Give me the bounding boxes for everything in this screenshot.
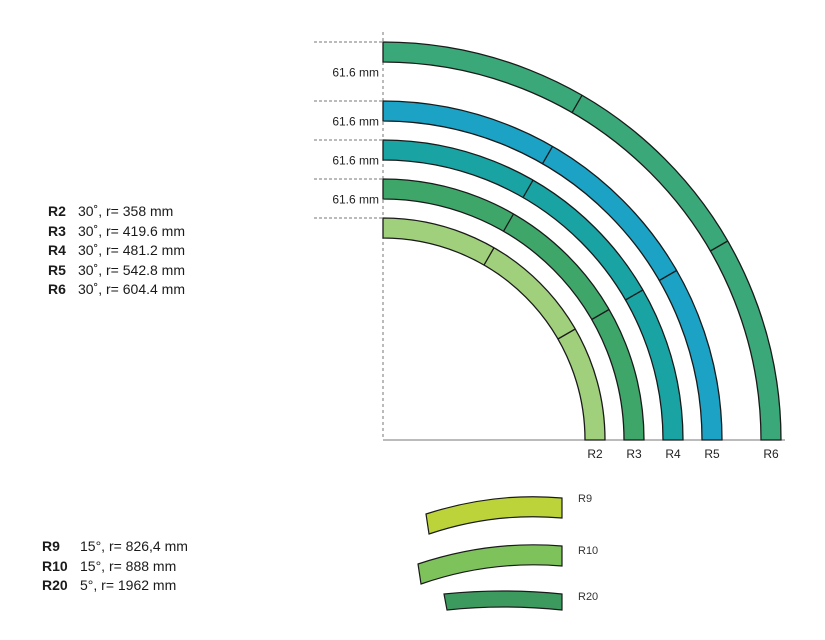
legend-radius: r= 358 mm <box>106 203 174 219</box>
legend-row-r9: R9 15°, r= 826,4 mm <box>42 537 188 557</box>
segment-joint <box>522 179 534 198</box>
track-arcs <box>382 41 782 441</box>
legend-code: R2 <box>48 203 66 219</box>
segment-joint <box>710 240 729 252</box>
legend-angle: 30˚, <box>78 222 103 239</box>
track-label-r2: R2 <box>587 447 603 461</box>
track-label-r3: R3 <box>626 447 642 461</box>
track-label-r5: R5 <box>704 447 720 461</box>
curve-piece-r10 <box>417 544 563 585</box>
legend-code: R3 <box>48 222 66 239</box>
legend-angle: 30˚, <box>78 281 103 297</box>
segment-joint <box>557 328 576 340</box>
legend-radius: r= 826,4 mm <box>108 538 188 554</box>
track-arc-r2 <box>382 217 606 441</box>
segment-joint <box>571 94 583 113</box>
legend-radius: r= 542.8 mm <box>106 261 185 278</box>
track-arc-r6 <box>382 41 782 441</box>
track-arc-r3 <box>382 178 645 441</box>
spacing-label: 61.6 mm <box>332 115 379 129</box>
legend-code: R10 <box>42 557 68 574</box>
segment-joint <box>541 146 554 165</box>
segment-joint <box>502 213 515 232</box>
legend-row-r4: R4 30˚, r= 481.2 mm <box>48 241 185 261</box>
legend-row-r3: R3 30˚, r= 419.6 mm <box>48 222 185 242</box>
segment-joint <box>591 308 610 321</box>
legend-code: R4 <box>48 242 66 258</box>
legend-radius: r= 419.6 mm <box>106 222 185 239</box>
spacing-annotations: 61.6 mm 61.6 mm 61.6 mm 61.6 mm <box>314 41 383 219</box>
legend-code: R9 <box>42 538 60 554</box>
segment-joint <box>625 289 644 301</box>
legend-radius: r= 888 mm <box>108 557 177 574</box>
legend-angle: 5°, <box>80 577 98 593</box>
legend-radius: r= 1962 mm <box>101 577 177 593</box>
piece-label-r20: R20 <box>578 591 598 603</box>
segment-joint <box>658 269 677 282</box>
legend-large-radii: R9 15°, r= 826,4 mm R10 15°, r= 888 mm R20… <box>42 537 188 596</box>
legend-row-r6: R6 30˚, r= 604.4 mm <box>48 280 185 300</box>
legend-code: R20 <box>42 577 68 593</box>
legend-angle: 30˚, <box>78 203 103 219</box>
track-label-r4: R4 <box>665 447 681 461</box>
legend-row-r5: R5 30˚, r= 542.8 mm <box>48 261 185 281</box>
legend-row-r10: R10 15°, r= 888 mm <box>42 557 188 577</box>
legend-radius: r= 604.4 mm <box>106 281 185 297</box>
legend-angle: 30˚, <box>78 261 103 278</box>
track-radius-labels: R2 R3 R4 R5 R6 <box>587 447 779 461</box>
segment-joint <box>483 247 495 266</box>
legend-code: R5 <box>48 261 66 278</box>
piece-label-r10: R10 <box>578 545 598 557</box>
legend-angle: 15°, <box>80 557 106 574</box>
legend-radius: r= 481.2 mm <box>106 242 185 258</box>
spacing-label: 61.6 mm <box>332 193 379 207</box>
curve-piece-r20 <box>443 590 563 611</box>
legend-main-radii: R2 30˚, r= 358 mm R3 30˚, r= 419.6 mm R4 30… <box>48 202 185 300</box>
spacing-label: 61.6 mm <box>332 66 379 80</box>
track-arc-r4 <box>382 139 684 441</box>
legend-angle: 30˚, <box>78 242 103 258</box>
legend-angle: 15°, <box>80 538 106 554</box>
spacing-label: 61.6 mm <box>332 154 379 168</box>
curve-pieces: R9 R10 R20 <box>417 493 598 611</box>
legend-row-r20: R20 5°, r= 1962 mm <box>42 576 188 596</box>
legend-row-r2: R2 30˚, r= 358 mm <box>48 202 185 222</box>
piece-label-r9: R9 <box>578 493 592 505</box>
legend-code: R6 <box>48 281 66 297</box>
track-arc-r5 <box>382 100 723 441</box>
track-label-r6: R6 <box>763 447 779 461</box>
curve-piece-r9 <box>425 496 563 535</box>
